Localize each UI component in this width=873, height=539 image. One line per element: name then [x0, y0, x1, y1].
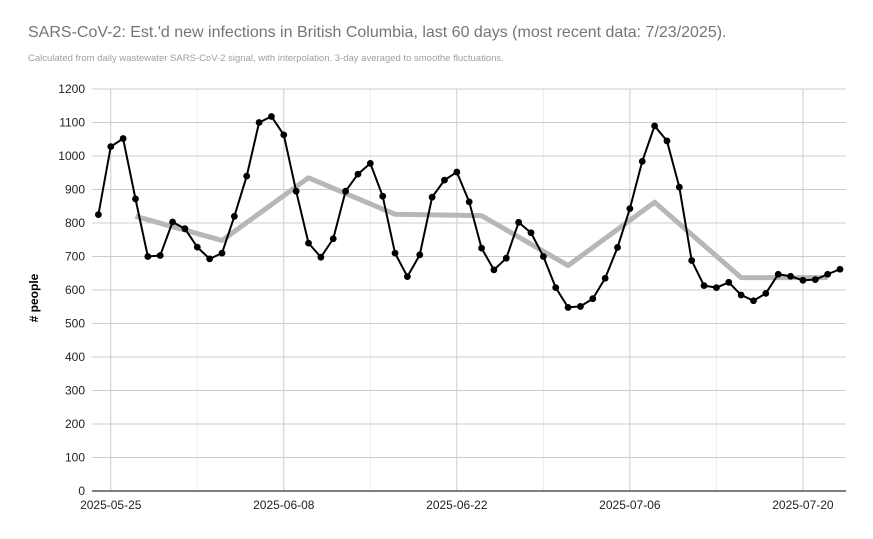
data-point [218, 249, 226, 257]
data-point [119, 135, 127, 142]
data-point [144, 253, 152, 260]
y-tick-label: 600 [65, 283, 85, 297]
chart-subtitle: Calculated from daily wastewater SARS-Co… [28, 53, 504, 64]
data-point [638, 157, 646, 165]
y-tick-label: 0 [78, 484, 85, 498]
chart-title: SARS-CoV-2: Est.'d new infections in Bri… [28, 24, 727, 41]
data-point [107, 143, 115, 151]
data-point [577, 303, 584, 310]
data-point [391, 249, 399, 257]
data-point [502, 254, 510, 262]
data-point [675, 183, 683, 191]
data-point [774, 270, 782, 278]
data-point [453, 168, 461, 176]
y-tick-label: 300 [65, 384, 85, 398]
x-tick-label: 2025-06-08 [253, 498, 315, 512]
data-point [539, 253, 547, 260]
data-point [762, 289, 770, 297]
data-point [379, 192, 387, 200]
data-point [824, 270, 832, 278]
data-point [478, 244, 485, 252]
data-point [404, 273, 411, 280]
y-tick-label: 1000 [58, 149, 85, 163]
y-tick-label: 1100 [59, 116, 85, 130]
data-point [95, 211, 102, 219]
data-point [663, 137, 671, 145]
y-tick-label: 800 [65, 216, 85, 230]
data-point [441, 176, 448, 184]
data-point [206, 255, 214, 263]
data-point [700, 282, 708, 290]
data-point [799, 276, 807, 284]
data-point [132, 195, 139, 203]
data-point [416, 251, 424, 259]
y-tick-label: 700 [65, 250, 85, 264]
series-line-weekly [134, 175, 828, 281]
data-point [428, 193, 436, 201]
data-point [527, 229, 535, 237]
data-point [515, 218, 523, 226]
data-point [156, 252, 164, 259]
data-point [552, 284, 560, 292]
y-tick-label: 400 [65, 350, 85, 364]
x-tick-label: 2025-07-06 [599, 498, 661, 512]
data-point [317, 253, 325, 261]
data-point [230, 212, 238, 220]
data-point [342, 187, 349, 195]
y-axis-label: # people [27, 273, 41, 322]
data-point [787, 272, 794, 280]
data-point [737, 291, 745, 299]
data-point [268, 113, 275, 120]
data-point [366, 159, 374, 167]
data-point [750, 297, 757, 305]
data-point [836, 265, 844, 273]
data-point [181, 225, 189, 233]
data-point [688, 257, 696, 264]
series-layer [95, 113, 844, 311]
y-tick-label: 200 [65, 417, 85, 431]
data-point [193, 243, 201, 251]
data-point [811, 276, 819, 284]
y-tick-label: 900 [65, 183, 85, 197]
data-point [169, 218, 176, 226]
data-point [465, 198, 473, 206]
data-point [490, 266, 498, 274]
x-tick-label: 2025-05-25 [80, 498, 142, 512]
data-point [713, 284, 720, 292]
y-tick-label: 1200 [58, 82, 85, 96]
data-point [243, 172, 251, 180]
y-tick-label: 100 [65, 451, 85, 465]
data-point [280, 131, 288, 139]
series-line-daily [97, 115, 841, 309]
data-point [564, 304, 572, 311]
data-point [601, 274, 609, 282]
grid-major-lines [92, 88, 846, 491]
x-tick-label: 2025-07-20 [772, 498, 834, 512]
data-point [614, 244, 621, 251]
data-point [589, 295, 597, 303]
data-point [651, 122, 658, 130]
tick-labels: 0 100 200 300 400 500 600 700 800 900 1000 1100 1200… [58, 82, 834, 512]
data-point [305, 239, 312, 247]
data-point [626, 205, 634, 212]
y-tick-label: 500 [65, 317, 85, 331]
data-point [329, 235, 337, 243]
data-point [725, 278, 733, 286]
data-point [292, 187, 300, 195]
data-point [354, 170, 362, 178]
data-point [255, 119, 263, 126]
x-tick-label: 2025-06-22 [426, 498, 488, 512]
